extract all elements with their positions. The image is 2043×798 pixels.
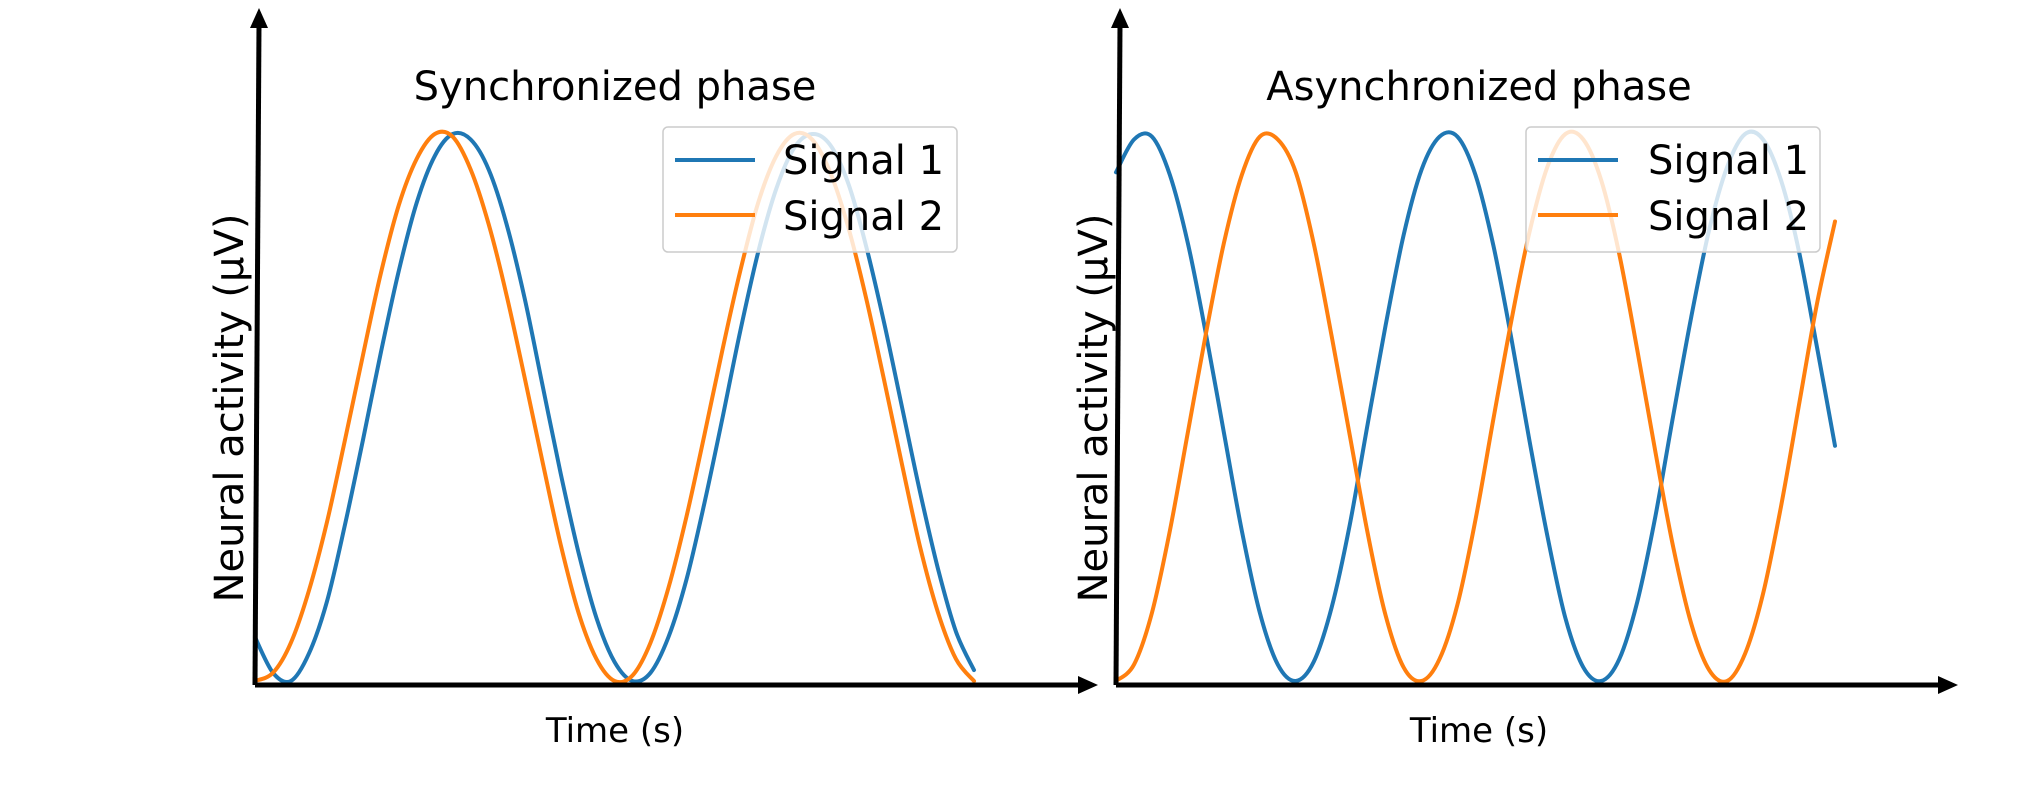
legend-label-signal-1: Signal 1: [783, 138, 944, 184]
chart-synchronized: Synchronized phase Time (s) Neural activ…: [207, 8, 1098, 751]
legend-label-signal-2: Signal 2: [1648, 194, 1809, 240]
y-axis-arrow-icon: [1111, 8, 1129, 28]
y-axis-label: Neural activity (µV): [207, 214, 253, 603]
x-axis-label: Time (s): [545, 711, 684, 751]
legend-label-signal-1: Signal 1: [1648, 138, 1809, 184]
chart-title: Synchronized phase: [414, 64, 817, 110]
series-line-signal-2: [1114, 129, 1837, 684]
chart-asynchronized: Asynchronized phase Time (s) Neural acti…: [1071, 8, 1958, 751]
x-axis-arrow-icon: [1078, 676, 1098, 694]
series-line-signal-2: [253, 129, 976, 685]
y-axis-line: [1113, 23, 1123, 686]
y-axis-arrow-icon: [250, 8, 268, 28]
legend-label-signal-2: Signal 2: [783, 194, 944, 240]
y-axis-line: [252, 23, 262, 686]
legend: Signal 1 Signal 2: [662, 126, 958, 253]
y-axis-label: Neural activity (µV): [1071, 214, 1117, 603]
x-axis-label: Time (s): [1409, 711, 1548, 751]
x-axis-arrow-icon: [1938, 676, 1958, 694]
legend: Signal 1 Signal 2: [1525, 126, 1821, 253]
chart-title: Asynchronized phase: [1266, 64, 1692, 110]
